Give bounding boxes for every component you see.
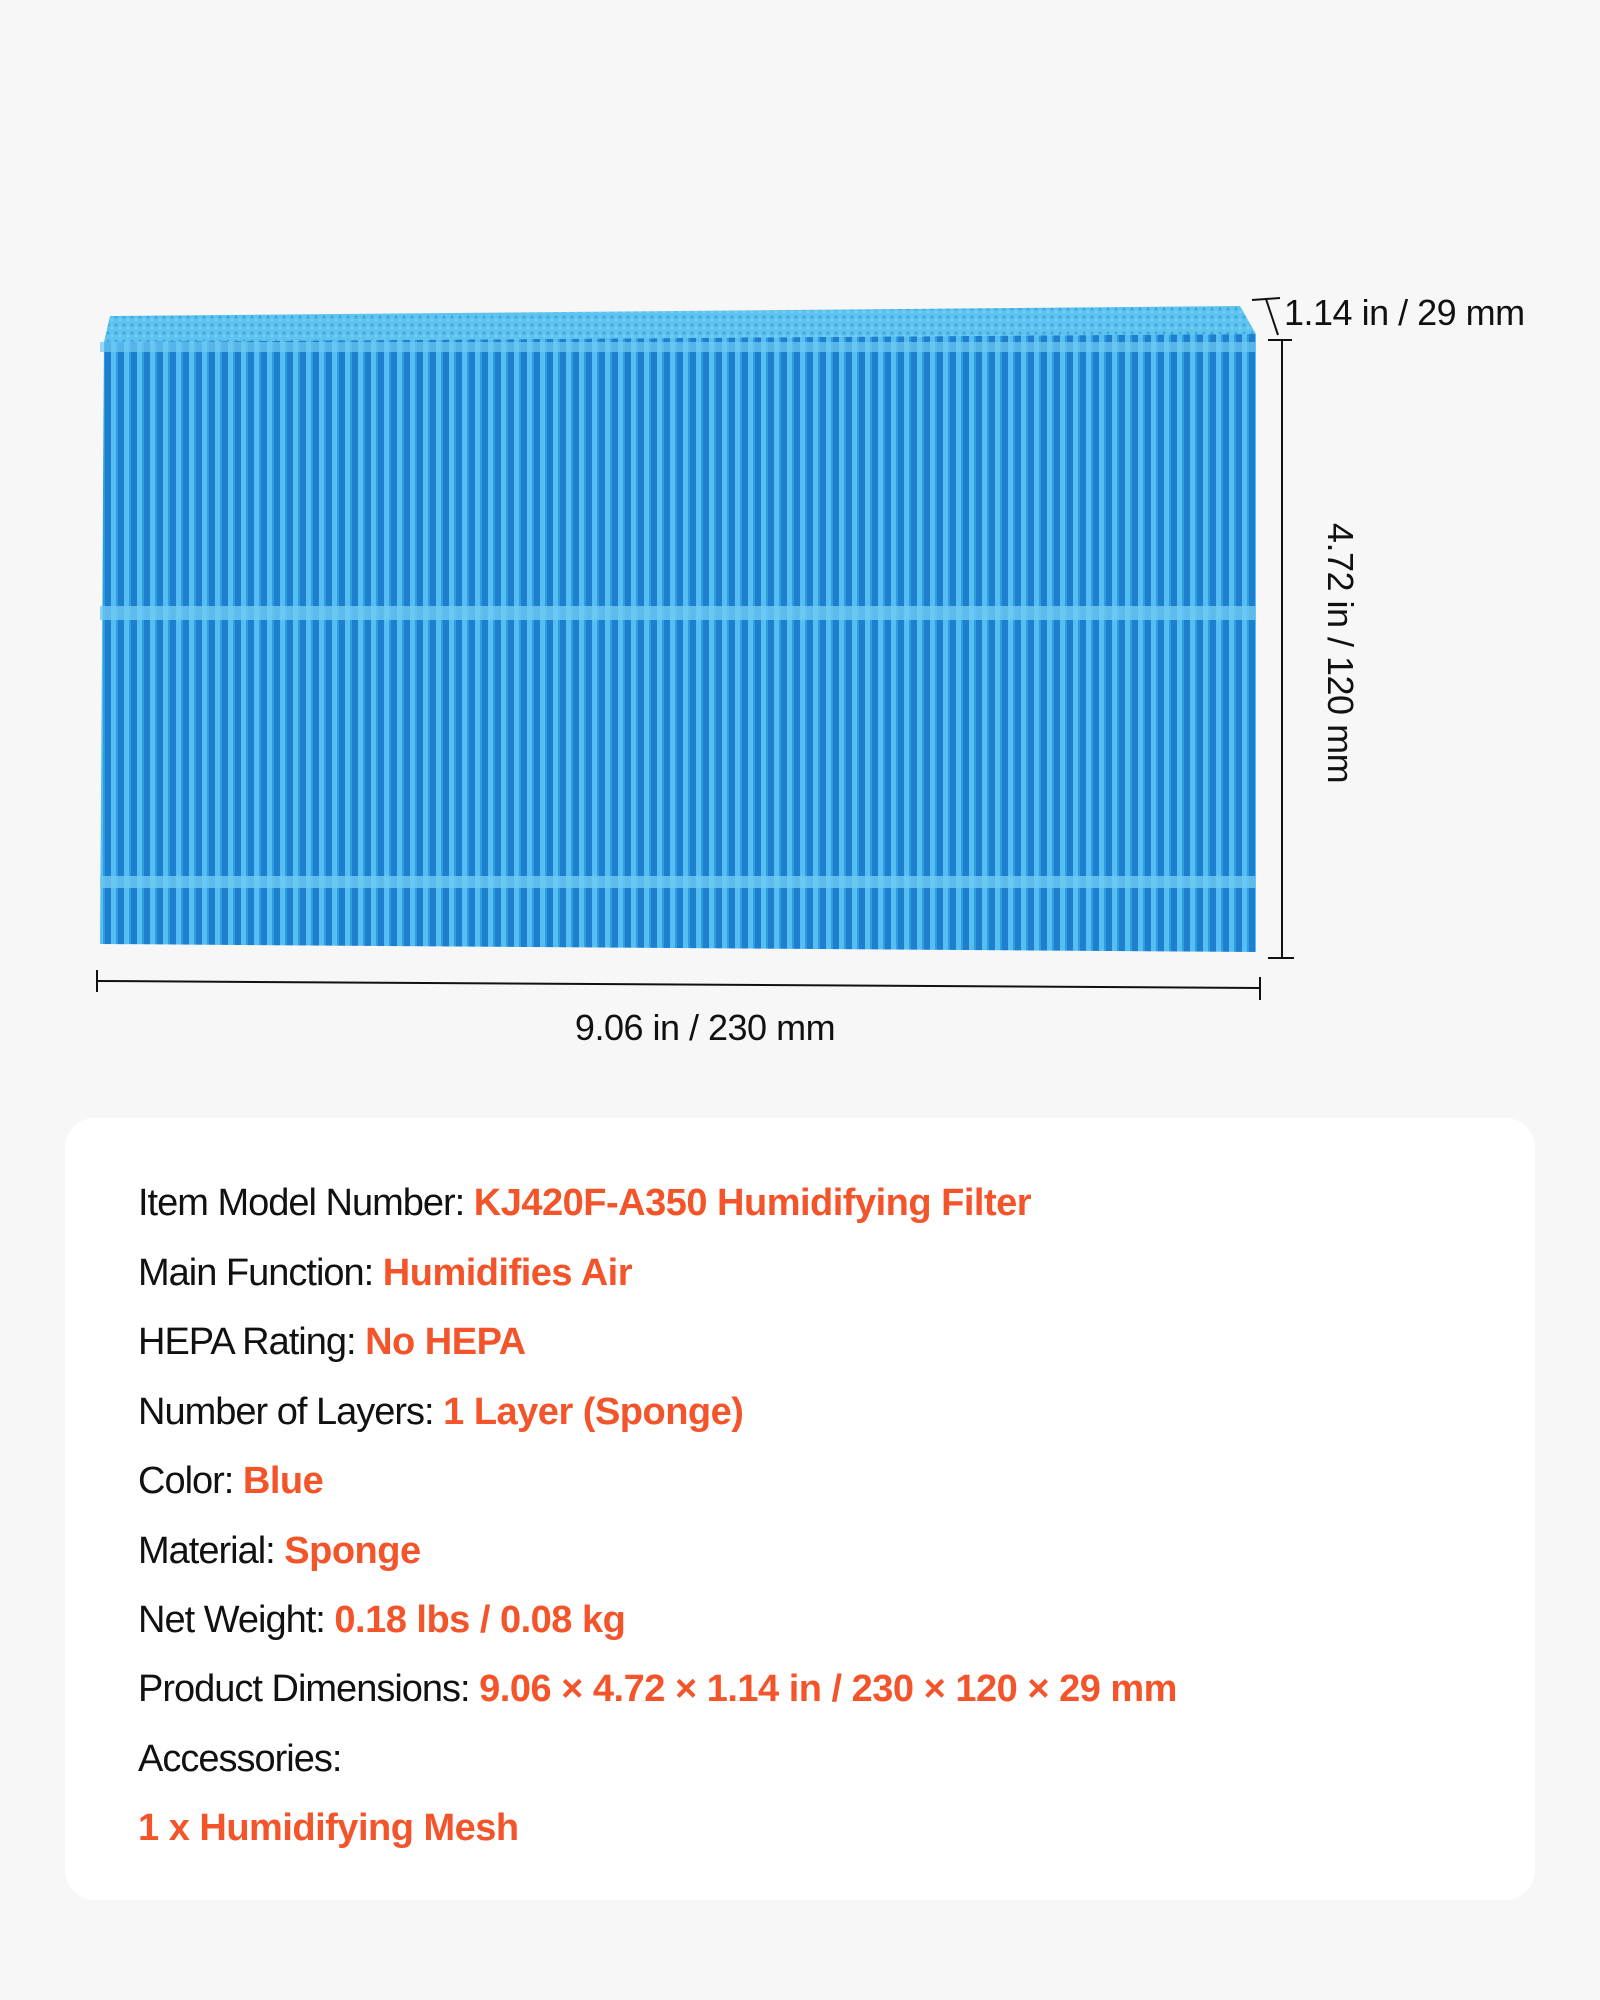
spec-value: KJ420F-A350 Humidifying Filter xyxy=(473,1182,1032,1224)
spec-value: Sponge xyxy=(284,1530,421,1572)
spec-label: Main Function: xyxy=(138,1252,383,1294)
height-label: 4.72 in / 120 mm xyxy=(1320,522,1361,784)
spec-label: Color: xyxy=(138,1460,243,1502)
specs-card xyxy=(65,1118,1535,1900)
spec-material: Material: Sponge xyxy=(138,1532,421,1570)
spec-function: Main Function: Humidifies Air xyxy=(138,1254,632,1292)
spec-value: 0.18 lbs / 0.08 kg xyxy=(334,1599,626,1641)
spec-label: Product Dimensions: xyxy=(138,1668,480,1710)
spec-accessories: Accessories: xyxy=(138,1738,342,1780)
spec-value: Blue xyxy=(242,1460,324,1502)
spec-value: Humidifies Air xyxy=(382,1252,633,1294)
spec-value: No HEPA xyxy=(365,1321,526,1363)
spec-value: 9.06 × 4.72 × 1.14 in / 230 × 120 × 29 m… xyxy=(479,1668,1177,1710)
spec-label: Net Weight: xyxy=(138,1599,335,1641)
spec-layers: Number of Layers: 1 Layer (Sponge) xyxy=(138,1391,744,1433)
spec-label: Material: xyxy=(138,1530,285,1572)
spec-accessory-item: 1 x Humidifying Mesh xyxy=(138,1809,519,1847)
spec-model: Item Model Number: KJ420F-A350 Humidifyi… xyxy=(138,1182,1032,1224)
spec-color: Color: Blue xyxy=(138,1460,324,1502)
spec-value: 1 x Humidifying Mesh xyxy=(138,1807,519,1849)
spec-label: Accessories: xyxy=(138,1738,342,1780)
width-label: 9.06 in / 230 mm xyxy=(574,1007,836,1048)
depth-label: 1.14 in / 29 mm xyxy=(1284,292,1525,333)
spec-label: Number of Layers: xyxy=(138,1391,444,1433)
spec-label: HEPA Rating: xyxy=(138,1321,366,1363)
spec-hepa: HEPA Rating: No HEPA xyxy=(138,1323,526,1361)
spec-value: 1 Layer (Sponge) xyxy=(443,1391,744,1433)
humidifier-filter-image xyxy=(100,306,1256,952)
spec-label: Item Model Number: xyxy=(138,1182,474,1224)
dimension-lines xyxy=(96,297,1294,1000)
spec-weight: Net Weight: 0.18 lbs / 0.08 kg xyxy=(138,1599,626,1641)
spec-dimensions: Product Dimensions: 9.06 × 4.72 × 1.14 i… xyxy=(138,1670,1177,1708)
